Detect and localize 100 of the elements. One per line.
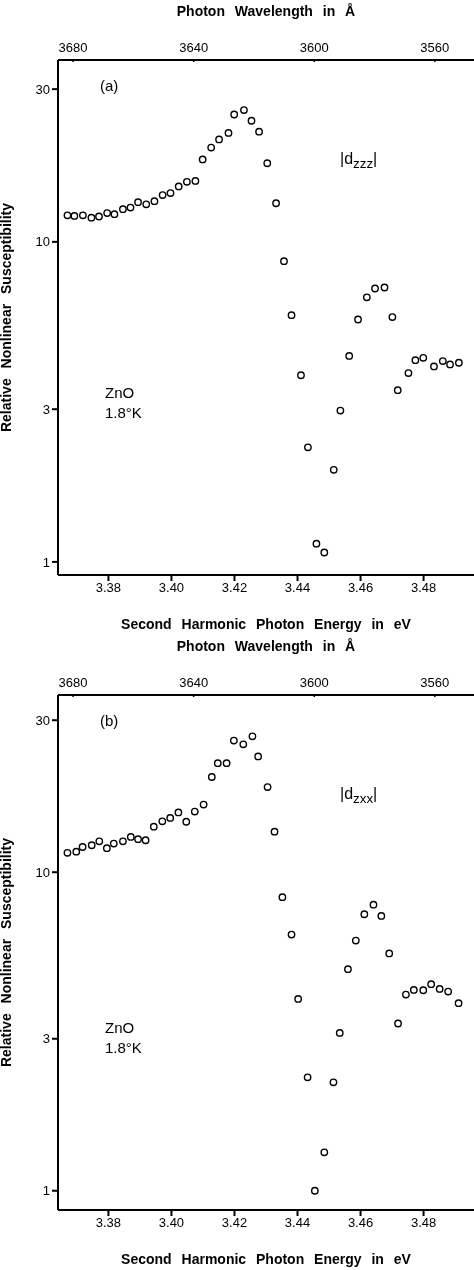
point xyxy=(287,311,296,320)
annotation: |d$_{zzz}$| xyxy=(340,150,378,172)
y-tick-label: 30 xyxy=(35,81,50,97)
x-tick-label: 3.42 xyxy=(221,1215,248,1231)
point xyxy=(304,443,312,452)
point xyxy=(454,358,463,367)
x2-tick-label: 3640 xyxy=(179,40,209,55)
point xyxy=(110,210,119,219)
point xyxy=(207,773,216,781)
point xyxy=(230,110,239,119)
point xyxy=(174,182,183,191)
point xyxy=(263,783,272,791)
point xyxy=(240,106,248,115)
point xyxy=(320,548,329,557)
point xyxy=(312,539,321,548)
point xyxy=(174,808,183,817)
x2-tick-label: 3640 xyxy=(179,675,209,690)
point xyxy=(329,1078,338,1087)
point xyxy=(272,199,280,208)
point xyxy=(134,198,142,207)
point xyxy=(419,986,428,995)
point xyxy=(72,847,81,856)
point xyxy=(183,177,191,186)
point xyxy=(303,1073,312,1082)
point xyxy=(158,191,167,199)
point xyxy=(385,949,394,958)
x-tick-label: 3.42 xyxy=(221,580,248,596)
point xyxy=(87,841,96,850)
annotation: ZnO xyxy=(105,384,135,402)
point xyxy=(142,200,151,209)
point xyxy=(95,837,104,846)
point xyxy=(427,980,436,989)
x-tick-label: 3.38 xyxy=(95,1215,122,1231)
point xyxy=(287,930,296,939)
point xyxy=(297,371,305,380)
point xyxy=(320,1148,329,1157)
point xyxy=(87,213,96,222)
point xyxy=(380,283,389,292)
point xyxy=(329,465,338,474)
x-tick-label: 3.46 xyxy=(347,580,374,596)
point xyxy=(248,732,257,741)
point xyxy=(199,800,208,809)
annotation: (b) xyxy=(100,712,119,730)
y-tick-label: 10 xyxy=(35,234,50,250)
point xyxy=(109,839,118,848)
point xyxy=(182,817,191,826)
point xyxy=(102,844,111,853)
point xyxy=(70,212,79,220)
point xyxy=(280,257,288,266)
y-tick-label: 10 xyxy=(35,864,50,880)
point xyxy=(190,807,199,816)
point xyxy=(191,177,200,185)
point xyxy=(435,985,444,993)
x-tick-label: 3.38 xyxy=(95,580,122,596)
point xyxy=(166,189,175,198)
point xyxy=(388,313,397,321)
point xyxy=(63,848,72,857)
y-tick-label: 30 xyxy=(35,712,50,728)
point xyxy=(270,827,279,836)
point xyxy=(419,353,428,362)
point xyxy=(213,759,222,768)
y-tick-label: 1 xyxy=(42,554,50,570)
x-tick-label: 3.40 xyxy=(158,1215,185,1231)
x2-tick-label: 3600 xyxy=(299,675,329,690)
point xyxy=(454,999,463,1008)
point xyxy=(335,1028,344,1037)
point xyxy=(446,360,454,369)
point xyxy=(166,814,175,822)
annotation: |d$_{zxx}$| xyxy=(340,785,378,807)
point xyxy=(360,910,369,919)
x2-tick-label: 3680 xyxy=(58,675,88,690)
point xyxy=(402,990,410,999)
x-tick-label: 3.48 xyxy=(410,1215,437,1231)
point xyxy=(310,1186,319,1195)
y-axis-title: Relative Nonlinear Susceptibility xyxy=(0,837,14,1068)
point xyxy=(444,987,453,996)
y-axis-title: Relative Nonlinear Susceptibility xyxy=(0,202,14,433)
point xyxy=(371,284,379,293)
point xyxy=(207,143,216,152)
point xyxy=(229,736,238,745)
point xyxy=(394,1019,402,1028)
point xyxy=(351,936,360,945)
point xyxy=(345,352,354,360)
x-axis-title: Second Harmonic Photon Energy in eV xyxy=(121,616,412,632)
point xyxy=(79,211,87,220)
point xyxy=(126,833,135,841)
point xyxy=(344,965,352,974)
annotation: ZnO xyxy=(105,1019,135,1037)
point xyxy=(78,843,87,851)
x2-axis-title: Photon Wavelength in Å xyxy=(176,638,356,654)
y-tick-label: 3 xyxy=(42,401,50,417)
x-tick-label: 3.40 xyxy=(158,580,185,596)
point xyxy=(224,128,233,137)
point xyxy=(393,386,402,395)
point xyxy=(255,127,263,136)
y-tick-label: 3 xyxy=(42,1031,50,1047)
annotation: 1.8°K xyxy=(105,404,142,422)
x2-tick-label: 3680 xyxy=(58,40,88,55)
point xyxy=(411,356,420,365)
point xyxy=(404,369,413,377)
